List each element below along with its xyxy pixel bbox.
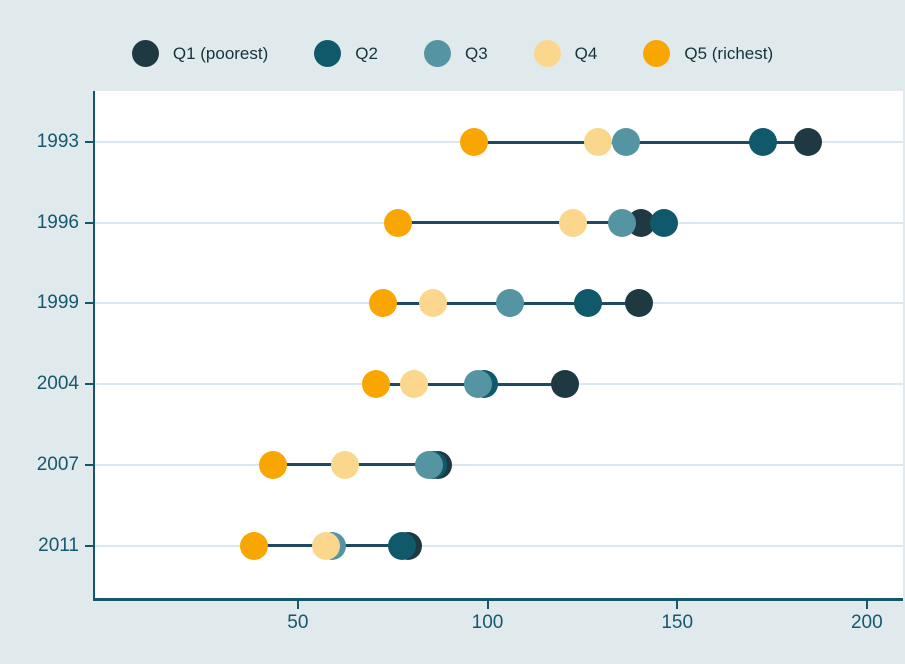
dot-q2-1999 bbox=[574, 289, 603, 318]
x-tick-label-150: 150 bbox=[661, 612, 694, 633]
legend-label-q5: Q5 (richest) bbox=[684, 43, 774, 63]
y-tick-2004 bbox=[85, 383, 93, 386]
y-tick-label-2011: 2011 bbox=[38, 534, 79, 556]
x-tick-50 bbox=[296, 601, 299, 609]
y-tick-1999 bbox=[85, 302, 93, 305]
gridline-2007 bbox=[95, 463, 903, 466]
y-tick-1993 bbox=[85, 141, 93, 143]
dot-q4-1996 bbox=[558, 208, 587, 237]
legend-label-q3: Q3 bbox=[464, 43, 488, 63]
x-tick-100 bbox=[486, 601, 489, 609]
legend-label-q2: Q2 bbox=[355, 43, 378, 63]
legend-item-q3: Q3 bbox=[423, 40, 488, 67]
dot-q4-2007 bbox=[331, 450, 360, 479]
dot-q2-2011 bbox=[388, 531, 417, 560]
dot-q1-1999 bbox=[625, 289, 654, 318]
y-tick-label-2007: 2007 bbox=[36, 453, 79, 475]
legend-dot-q5-icon bbox=[643, 40, 671, 67]
legend-item-q4: Q4 bbox=[533, 40, 598, 67]
legend-label-q4: Q4 bbox=[574, 43, 598, 63]
dot-q4-1993 bbox=[583, 128, 612, 156]
legend-dot-q1-icon bbox=[131, 40, 159, 67]
connector-1993 bbox=[474, 140, 809, 144]
dot-q3-1993 bbox=[612, 128, 641, 156]
y-tick-2011 bbox=[85, 544, 93, 547]
dot-q5-1993 bbox=[460, 128, 489, 156]
dot-q1-1993 bbox=[794, 128, 823, 156]
connector-1996 bbox=[398, 221, 664, 225]
dot-q4-2011 bbox=[312, 531, 341, 560]
legend-dot-q4-icon bbox=[533, 40, 561, 67]
dot-q5-2007 bbox=[259, 450, 288, 479]
dot-q1-2004 bbox=[551, 370, 580, 399]
dot-q3-2004 bbox=[464, 370, 493, 399]
legend-item-q1: Q1 (poorest) bbox=[131, 40, 269, 67]
legend-label-q1: Q1 (poorest) bbox=[172, 43, 269, 63]
chart-legend: Q1 (poorest) Q2 Q3 Q4 Q5 (richest) bbox=[0, 40, 905, 67]
x-tick-label-100: 100 bbox=[471, 612, 504, 633]
dot-q4-2004 bbox=[399, 370, 428, 399]
x-tick-150 bbox=[676, 601, 679, 609]
dot-q3-2007 bbox=[414, 450, 443, 479]
dot-q4-1999 bbox=[418, 289, 447, 318]
y-tick-label-2004: 2004 bbox=[36, 373, 79, 395]
y-tick-2007 bbox=[85, 463, 93, 466]
dot-q2-1996 bbox=[650, 208, 678, 237]
legend-dot-q2-icon bbox=[314, 40, 342, 67]
x-tick-200 bbox=[865, 601, 868, 609]
dot-q5-1999 bbox=[369, 289, 398, 318]
x-tick-label-50: 50 bbox=[287, 612, 309, 633]
legend-dot-q3-icon bbox=[423, 40, 451, 67]
dot-q3-1996 bbox=[608, 208, 637, 237]
dot-q5-2004 bbox=[361, 370, 390, 399]
dot-q2-1993 bbox=[748, 128, 777, 156]
y-tick-1996 bbox=[85, 221, 93, 224]
y-tick-label-1996: 1996 bbox=[36, 211, 79, 233]
gridline-2011 bbox=[95, 544, 903, 547]
plot-area bbox=[93, 91, 903, 601]
dot-q5-1996 bbox=[384, 208, 413, 237]
legend-item-q2: Q2 bbox=[314, 40, 378, 67]
dot-q5-2011 bbox=[240, 531, 269, 560]
legend-item-q5: Q5 (richest) bbox=[643, 40, 773, 67]
y-tick-label-1999: 1999 bbox=[36, 292, 79, 314]
x-tick-label-200: 200 bbox=[850, 612, 883, 633]
dot-q3-1999 bbox=[496, 289, 525, 318]
y-tick-label-1993: 1993 bbox=[36, 131, 79, 152]
